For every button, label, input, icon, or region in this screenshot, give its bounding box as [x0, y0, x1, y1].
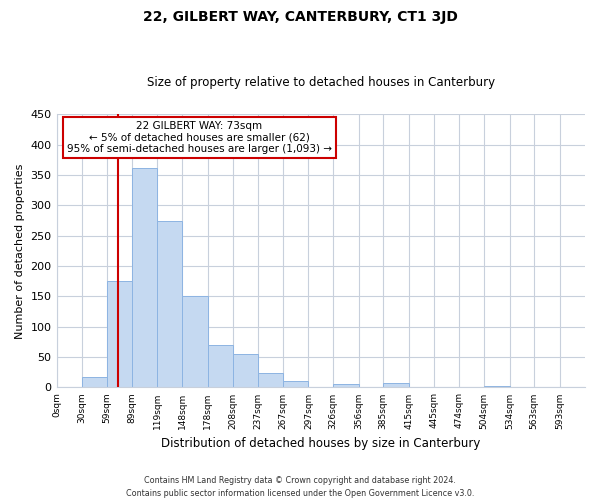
Bar: [132, 168, 157, 388]
Y-axis label: Number of detached properties: Number of detached properties: [15, 163, 25, 338]
Bar: [257, 374, 283, 388]
Bar: [233, 354, 257, 388]
Bar: [484, 386, 509, 388]
Text: 22, GILBERT WAY, CANTERBURY, CT1 3JD: 22, GILBERT WAY, CANTERBURY, CT1 3JD: [143, 10, 457, 24]
Title: Size of property relative to detached houses in Canterbury: Size of property relative to detached ho…: [147, 76, 495, 90]
X-axis label: Distribution of detached houses by size in Canterbury: Distribution of detached houses by size …: [161, 437, 481, 450]
Bar: [208, 345, 233, 388]
Bar: [157, 220, 182, 388]
Bar: [182, 296, 208, 388]
Bar: [283, 382, 308, 388]
Text: Contains HM Land Registry data © Crown copyright and database right 2024.
Contai: Contains HM Land Registry data © Crown c…: [126, 476, 474, 498]
Bar: [82, 376, 107, 388]
Bar: [383, 383, 409, 388]
Text: 22 GILBERT WAY: 73sqm
← 5% of detached houses are smaller (62)
95% of semi-detac: 22 GILBERT WAY: 73sqm ← 5% of detached h…: [67, 121, 332, 154]
Bar: [333, 384, 359, 388]
Bar: [107, 281, 132, 388]
